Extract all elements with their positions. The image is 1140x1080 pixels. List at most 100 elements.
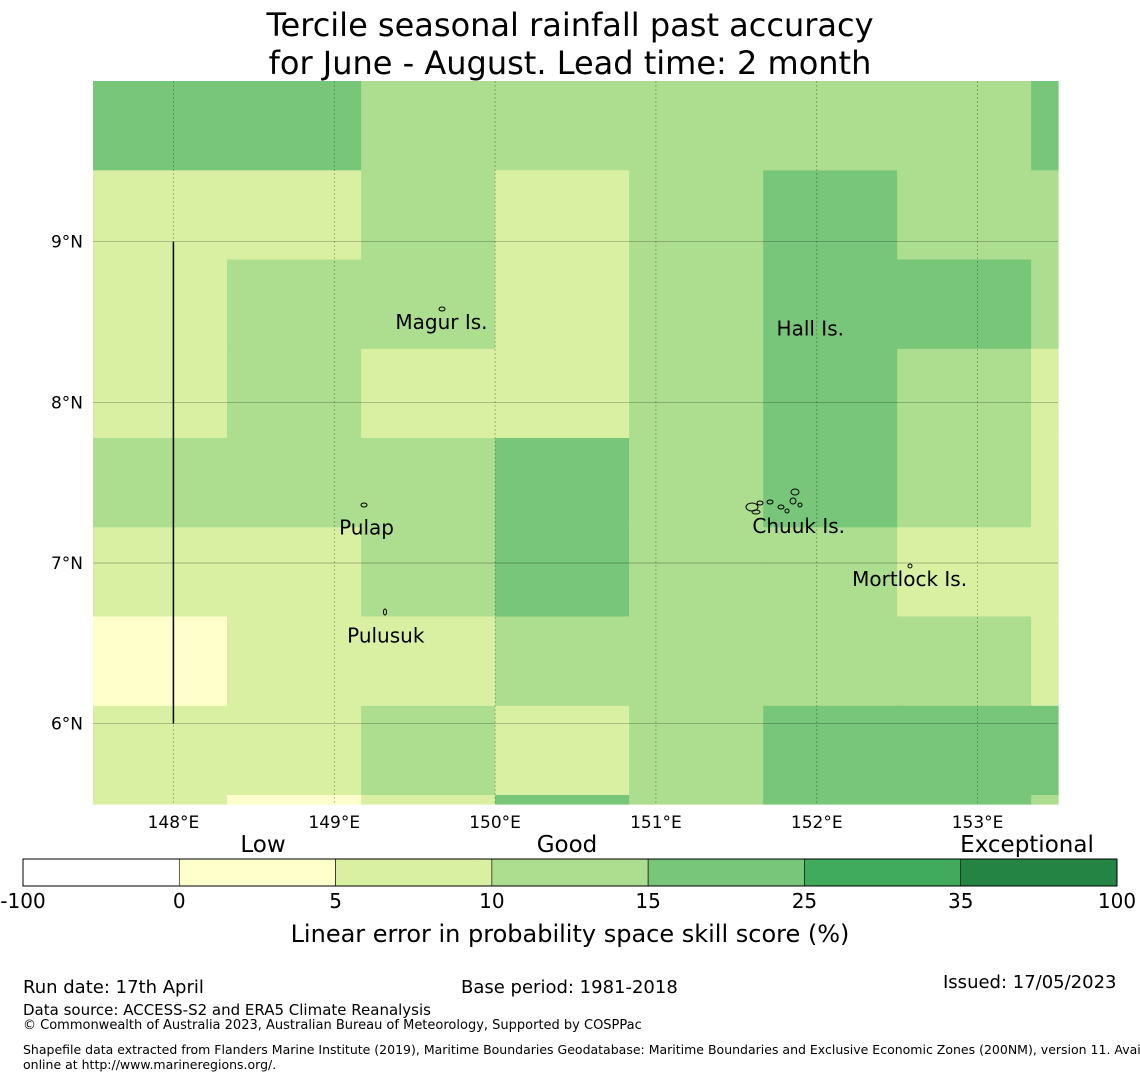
grid-cell: [763, 259, 898, 350]
grid-cell: [897, 527, 1032, 618]
lon-tick-label: 152°E: [791, 813, 843, 833]
colorbar-tick-label: 0: [173, 889, 186, 913]
colorbar-axis-label: Linear error in probability space skill …: [291, 920, 850, 948]
grid-cell: [361, 795, 496, 805]
colorbar-tick-label: 5: [329, 889, 342, 913]
grid-cell: [763, 705, 898, 796]
grid-cell: [93, 527, 228, 618]
grid-cell: [495, 438, 630, 528]
grid-cell: [93, 438, 228, 528]
island-outline: [790, 488, 800, 496]
place-label: Hall Is.: [777, 316, 844, 340]
grid-cell: [897, 259, 1032, 350]
island-outline: [383, 608, 387, 616]
graticule: [93, 81, 1058, 804]
copyright: © Commonwealth of Australia 2023, Austra…: [23, 1018, 642, 1033]
lon-tick-label: 149°E: [308, 813, 360, 833]
grid-cell: [93, 81, 228, 171]
colorbar-category-label: Good: [537, 832, 598, 858]
grid-cell: [361, 527, 496, 618]
colorbar-swatch: [647, 858, 805, 887]
grid-cell: [226, 616, 362, 707]
grid-cell: [226, 81, 362, 171]
grid-cell: [226, 795, 362, 805]
colorbar-category-label: Low: [240, 832, 285, 858]
place-label: Chuuk Is.: [752, 514, 845, 538]
island-outline: [751, 509, 761, 515]
data-source: Data source: ACCESS-S2 and ERA5 Climate …: [23, 1001, 431, 1019]
grid-cell: [1031, 795, 1059, 805]
island-outline: [777, 504, 785, 510]
island-outline: [766, 499, 774, 505]
grid-cell: [1031, 348, 1059, 439]
islands: [360, 306, 913, 616]
grid-cell: [93, 616, 228, 707]
grid-cell: [1031, 527, 1059, 618]
lat-tick-label: 7°N: [51, 554, 83, 574]
lon-tick-label: 151°E: [630, 813, 682, 833]
colorbar-swatch: [335, 858, 493, 887]
grid-cell: [226, 438, 362, 528]
colorbar-tick-label: -100: [0, 889, 45, 913]
grid-cell: [93, 170, 228, 261]
grid-cell: [1031, 705, 1059, 796]
map-title: Tercile seasonal rainfall past accuracy …: [0, 6, 1140, 82]
grid-cell: [897, 348, 1032, 439]
grid-cell: [629, 348, 764, 439]
grid-cell: [226, 259, 362, 350]
colorbar-swatch: [178, 858, 336, 887]
colorbar-tick-label: 35: [948, 889, 973, 913]
island-outline: [907, 563, 913, 569]
grid-cell: [629, 170, 764, 261]
grid-cell: [763, 527, 898, 618]
issued-date: Issued: 17/05/2023: [943, 972, 1117, 993]
place-label: Pulusuk: [347, 623, 425, 647]
colorbar-category-label: Exceptional: [960, 832, 1094, 858]
lon-tick-label: 150°E: [469, 813, 521, 833]
grid-cell: [629, 438, 764, 528]
grid-cell: [226, 348, 362, 439]
grid-cell: [495, 81, 630, 171]
axis-ticks: 148°E 149°E 150°E 151°E 152°E 153°E 9°N 8°N 7°N 6…: [51, 233, 1003, 833]
grid-cell: [1031, 170, 1059, 261]
grid-cell: [361, 259, 496, 350]
lon-tick-label: 153°E: [952, 813, 1004, 833]
title-line-2: for June - August. Lead time: 2 month: [268, 44, 872, 82]
grid-cell: [361, 81, 496, 171]
grid-cell: [93, 705, 228, 796]
colorbar-swatch: [491, 858, 649, 887]
grid-cell: [495, 348, 630, 439]
grid-cell: [495, 705, 630, 796]
grid-cell: [763, 348, 898, 439]
grid-cell: [361, 705, 496, 796]
grid-cell: [361, 170, 496, 261]
grid-cell: [763, 170, 898, 261]
lon-tick-label: 148°E: [148, 813, 200, 833]
grid-cell: [226, 527, 362, 618]
lat-tick-label: 6°N: [51, 715, 83, 735]
grid-cell: [93, 348, 228, 439]
grid-cell: [1031, 438, 1059, 528]
grid-cell: [629, 795, 764, 805]
grid-cell: [897, 81, 1032, 171]
colorbar-tick-label: 25: [792, 889, 817, 913]
island-outline: [797, 502, 803, 508]
lat-tick-label: 9°N: [51, 233, 83, 253]
grid-cell: [495, 527, 630, 618]
grid-cell: [361, 616, 496, 707]
skill-map: Magur Is. Hall Is. Pulap Chuuk Is. Mortlock …: [0, 81, 1136, 948]
base-period: Base period: 1981-2018: [461, 977, 678, 998]
colorbar-swatch: [960, 858, 1118, 887]
grid-cell: [629, 527, 764, 618]
shapefile-credit-2: online at http://www.marineregions.org/.: [23, 1057, 277, 1072]
grid-cell: [897, 795, 1032, 805]
colorbar-tick-label: 10: [479, 889, 504, 913]
grid-cell: [629, 705, 764, 796]
colorbar: -100 0 5 10 15 25 35 100 Low Good Exceptional Linea…: [0, 832, 1136, 948]
island-outline: [756, 500, 764, 506]
grid-cell: [897, 705, 1032, 796]
shapefile-credit-1: Shapefile data extracted from Flanders M…: [23, 1042, 1140, 1057]
grid-cell: [361, 438, 496, 528]
grid-cell: [897, 616, 1032, 707]
title-line-1: Tercile seasonal rainfall past accuracy: [266, 6, 874, 44]
